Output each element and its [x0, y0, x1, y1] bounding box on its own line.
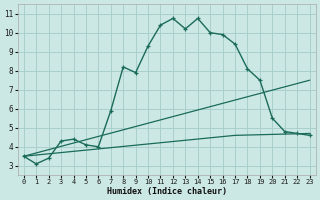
X-axis label: Humidex (Indice chaleur): Humidex (Indice chaleur)	[107, 187, 227, 196]
